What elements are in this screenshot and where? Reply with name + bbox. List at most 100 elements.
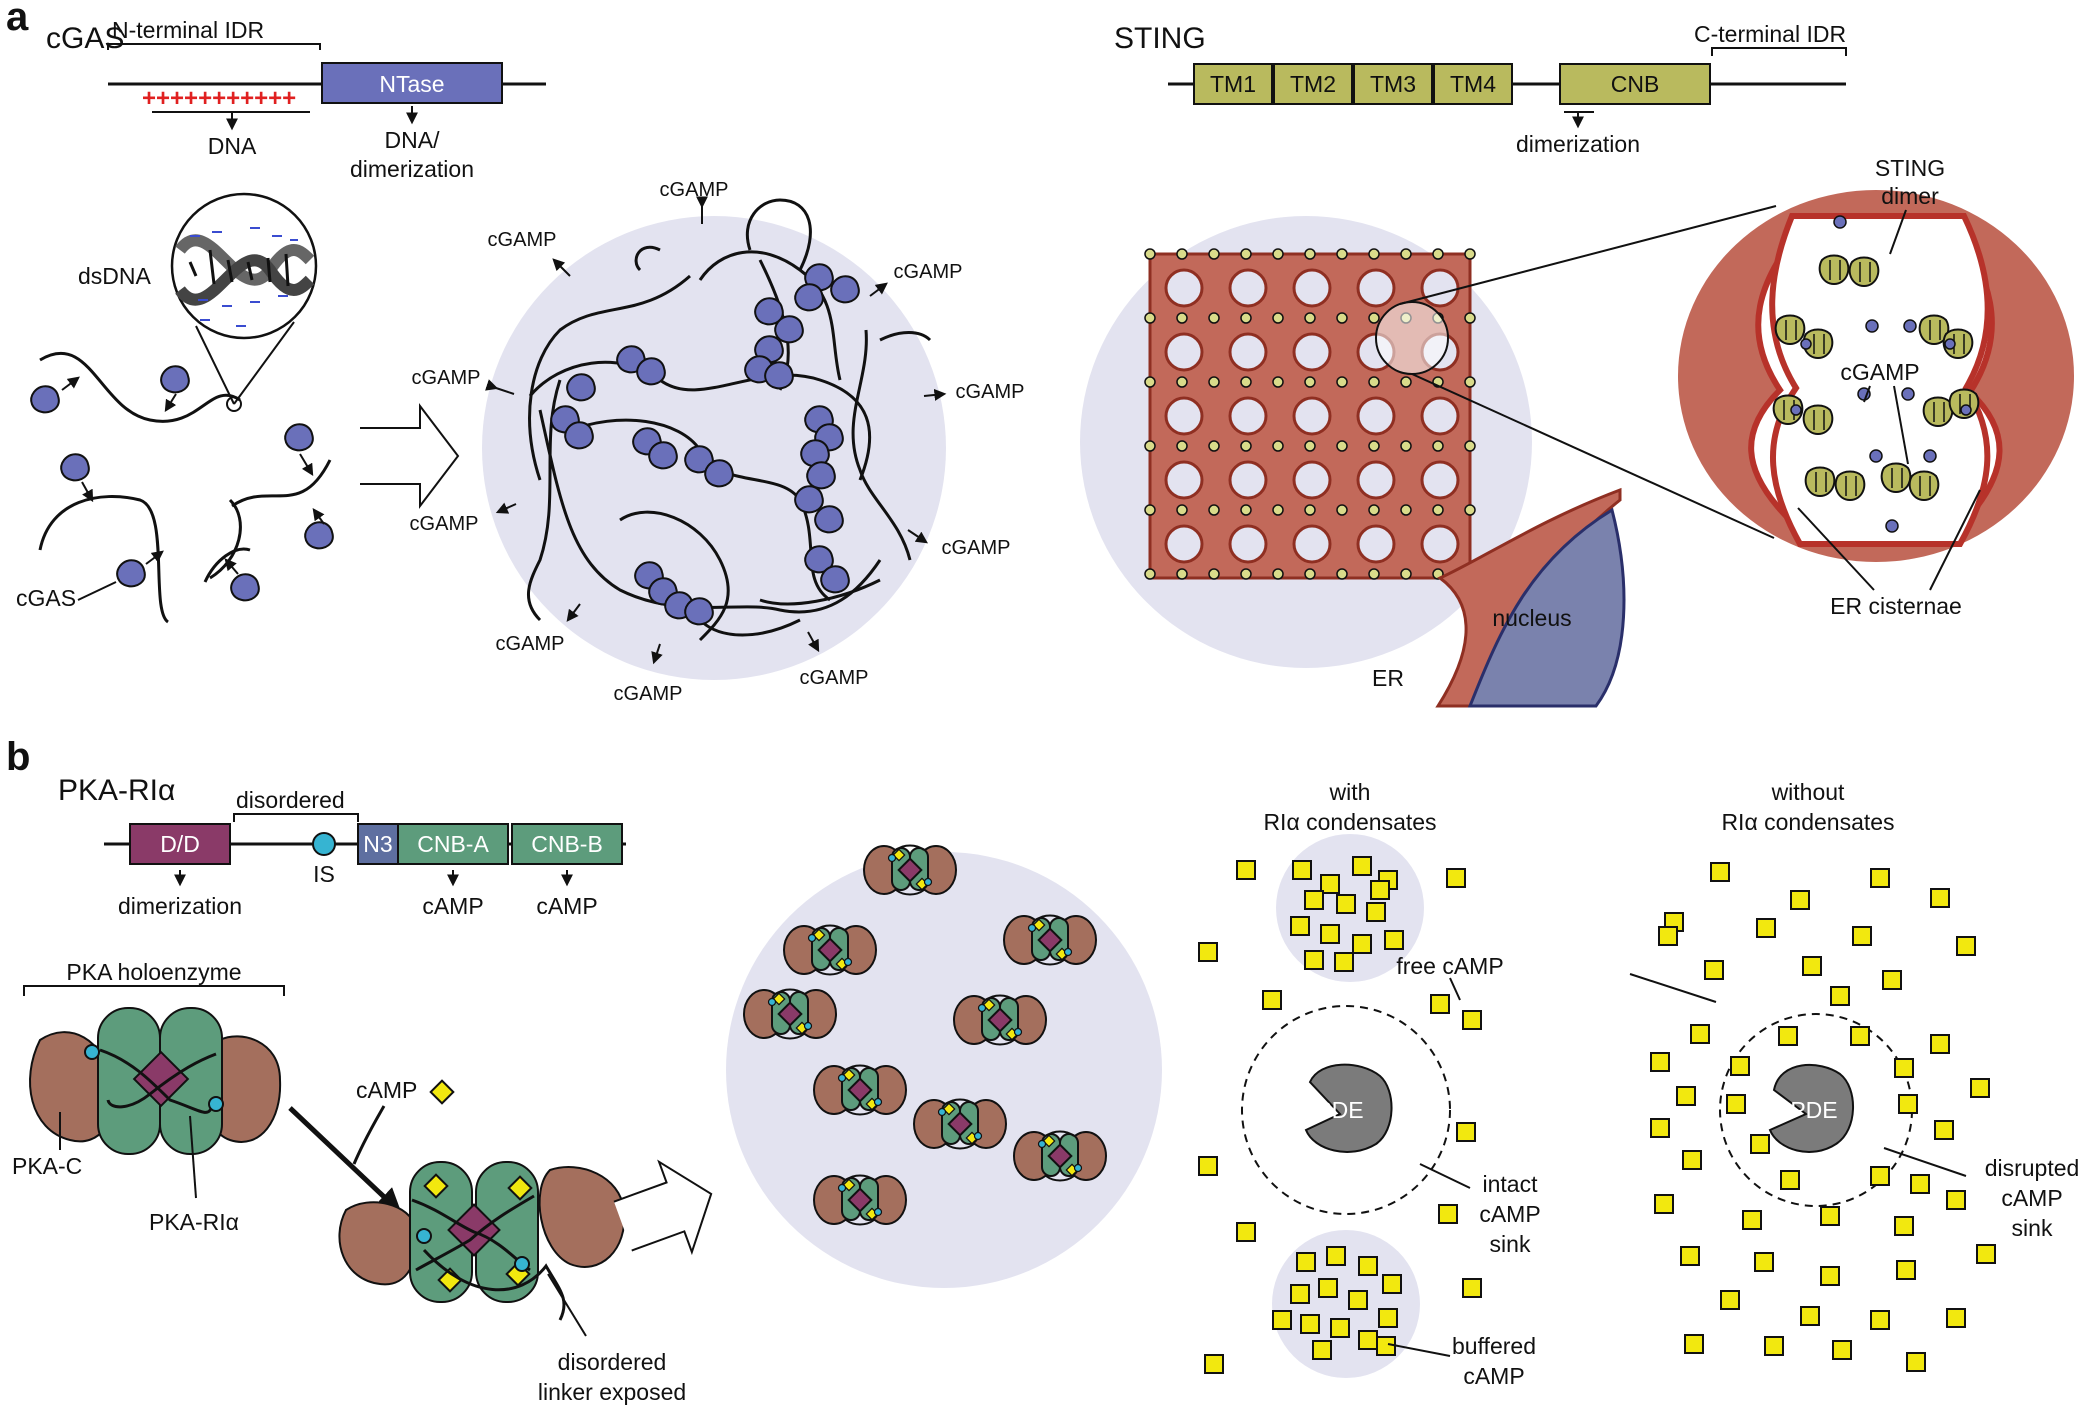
disrupted-label-3: sink [2012, 1215, 2053, 1241]
cgas-molecule [160, 365, 190, 394]
cgas-molecule [60, 453, 90, 482]
intact-label-1: intact [1483, 1171, 1539, 1197]
transition-arrow-b [613, 1159, 713, 1256]
without-condensates-panel: without RIα condensates PDE disrupted cA… [1650, 779, 2080, 1372]
with-condensates-panel: with RIα condensates PDE free cAMP intac… [1198, 779, 1717, 1389]
sting-zoom-inset: STING dimer cGAMP ER cisternae [1678, 155, 2074, 619]
panel-b-letter: b [6, 735, 30, 779]
nucleus-label: nucleus [1492, 605, 1571, 631]
cgas-domain-diagram: cGAS N-terminal IDR +++++++++++ NTase DN… [46, 17, 546, 182]
cgas-idr-label: N-terminal IDR [112, 17, 264, 43]
camp-binding-label: cAMP [356, 1077, 417, 1103]
cgas-molecule [304, 521, 334, 550]
cgamp-label: cGAMP [412, 367, 481, 389]
cgas-charges: +++++++++++ [142, 85, 296, 112]
cgas-molecule [284, 423, 314, 452]
pde-enzyme-without [1768, 1063, 1854, 1153]
dna-dimerization-label-1: DNA/ [385, 127, 441, 153]
cgamp-label: cGAMP [956, 381, 1025, 403]
cgamp-label: cGAMP [894, 261, 963, 283]
pka-title: PKA-RIα [58, 774, 175, 807]
er-lumen [1769, 213, 1991, 547]
pka-domain-diagram: PKA-RIα disordered D/D N3 CNB-A CNB-B di… [58, 774, 626, 919]
cgamp-label: cGAMP [800, 667, 869, 689]
pka-dimerization-label: dimerization [118, 893, 242, 919]
intact-label-2: cAMP [1479, 1201, 1540, 1227]
linker-label-2: linker exposed [538, 1379, 686, 1405]
buffered-label-2: cAMP [1463, 1363, 1524, 1389]
cgamp-label: cGAMP [410, 513, 479, 535]
cnb-domain-sting [1559, 63, 1711, 105]
sting-dimerization-label: dimerization [1516, 131, 1640, 157]
cgas-label: cGAS [16, 585, 76, 611]
ntase-label: NTase [379, 71, 444, 97]
cgas-condensate: cGAMP cGAMP cGAMP cGAMP cGAMP cGAMP cGAM… [410, 179, 1025, 705]
dsdna-label: dsDNA [78, 263, 152, 289]
tm4-label: TM4 [1450, 71, 1496, 97]
camp-binding-arrow: cAMP [288, 1077, 455, 1214]
ntase-domain [321, 62, 503, 104]
pka-rialpha-label: PKA-RIα [149, 1209, 239, 1235]
nucleus [1467, 507, 1626, 708]
tm1-label: TM1 [1210, 71, 1256, 97]
c-terminal-idr-label: C-terminal IDR [1694, 21, 1846, 47]
panel-a-letter: a [6, 0, 29, 39]
tm4-domain [1433, 63, 1513, 105]
with-label-1: with [1329, 779, 1371, 805]
tm2-domain [1273, 63, 1353, 105]
n3-domain [357, 823, 399, 865]
buffered-label-1: buffered [1452, 1333, 1536, 1359]
with-label-2: RIα condensates [1263, 809, 1436, 835]
camp-sink-intact [1241, 1005, 1451, 1215]
cnba-label: CNB-A [417, 831, 489, 857]
n3-label: N3 [363, 831, 392, 857]
sting-dimer-label-1: STING [1875, 155, 1945, 181]
linker-label-1: disordered [558, 1349, 667, 1375]
is-site [312, 832, 336, 856]
cgas-idr-bracket [107, 43, 321, 50]
disrupted-label-1: disrupted [1985, 1155, 2080, 1181]
er-label: ER [1372, 665, 1404, 691]
pka-condensate-bg [726, 852, 1162, 1288]
pka-condensate [726, 844, 1162, 1288]
sting-zoom-circle [1375, 301, 1449, 375]
cgas-title: cGAS [46, 22, 124, 55]
cgamp-label: cGAMP [496, 633, 565, 655]
pde-label-with: PDE [1316, 1097, 1363, 1123]
pka-holoenzyme: PKA holoenzyme PKA-C PKA-RIα [12, 959, 285, 1235]
disrupted-label-2: cAMP [2001, 1185, 2062, 1211]
dna-label: DNA [208, 133, 257, 159]
dd-domain [129, 823, 231, 865]
cgas-molecule [116, 559, 146, 588]
sting-dimer-label-2: dimer [1881, 183, 1939, 209]
cnba-camp-label: cAMP [422, 893, 483, 919]
transition-arrow-a [360, 403, 460, 509]
cgamp-label: cGAMP [660, 179, 729, 201]
without-label-1: without [1771, 779, 1845, 805]
cnbb-domain [511, 823, 623, 865]
intact-label-3: sink [1490, 1231, 1531, 1257]
cnb-label-sting: CNB [1611, 71, 1660, 97]
sting-cgamp-label: cGAMP [1840, 359, 1919, 385]
cnbb-camp-label: cAMP [536, 893, 597, 919]
tm1-domain [1193, 63, 1273, 105]
cgas-molecule [230, 573, 260, 602]
sting-title: STING [1114, 22, 1206, 55]
holoenzyme-label: PKA holoenzyme [66, 959, 241, 985]
disordered-label: disordered [236, 787, 345, 813]
dd-label: D/D [160, 831, 200, 857]
pka-c-label: PKA-C [12, 1153, 82, 1179]
pde-enzyme-with [1304, 1063, 1393, 1153]
cgamp-arrows [484, 196, 947, 665]
cgamp-label: cGAMP [488, 229, 557, 251]
free-camp-label: free cAMP [1396, 953, 1503, 979]
tm3-domain [1353, 63, 1433, 105]
is-label: IS [313, 861, 335, 887]
tm2-label: TM2 [1290, 71, 1336, 97]
sting-condensate: nucleus ER [1080, 205, 1777, 708]
cgamp-label: cGAMP [614, 683, 683, 705]
pka-camp-bound: disordered linker exposed [338, 1161, 686, 1405]
without-label-2: RIα condensates [1721, 809, 1894, 835]
tm3-label: TM3 [1370, 71, 1416, 97]
